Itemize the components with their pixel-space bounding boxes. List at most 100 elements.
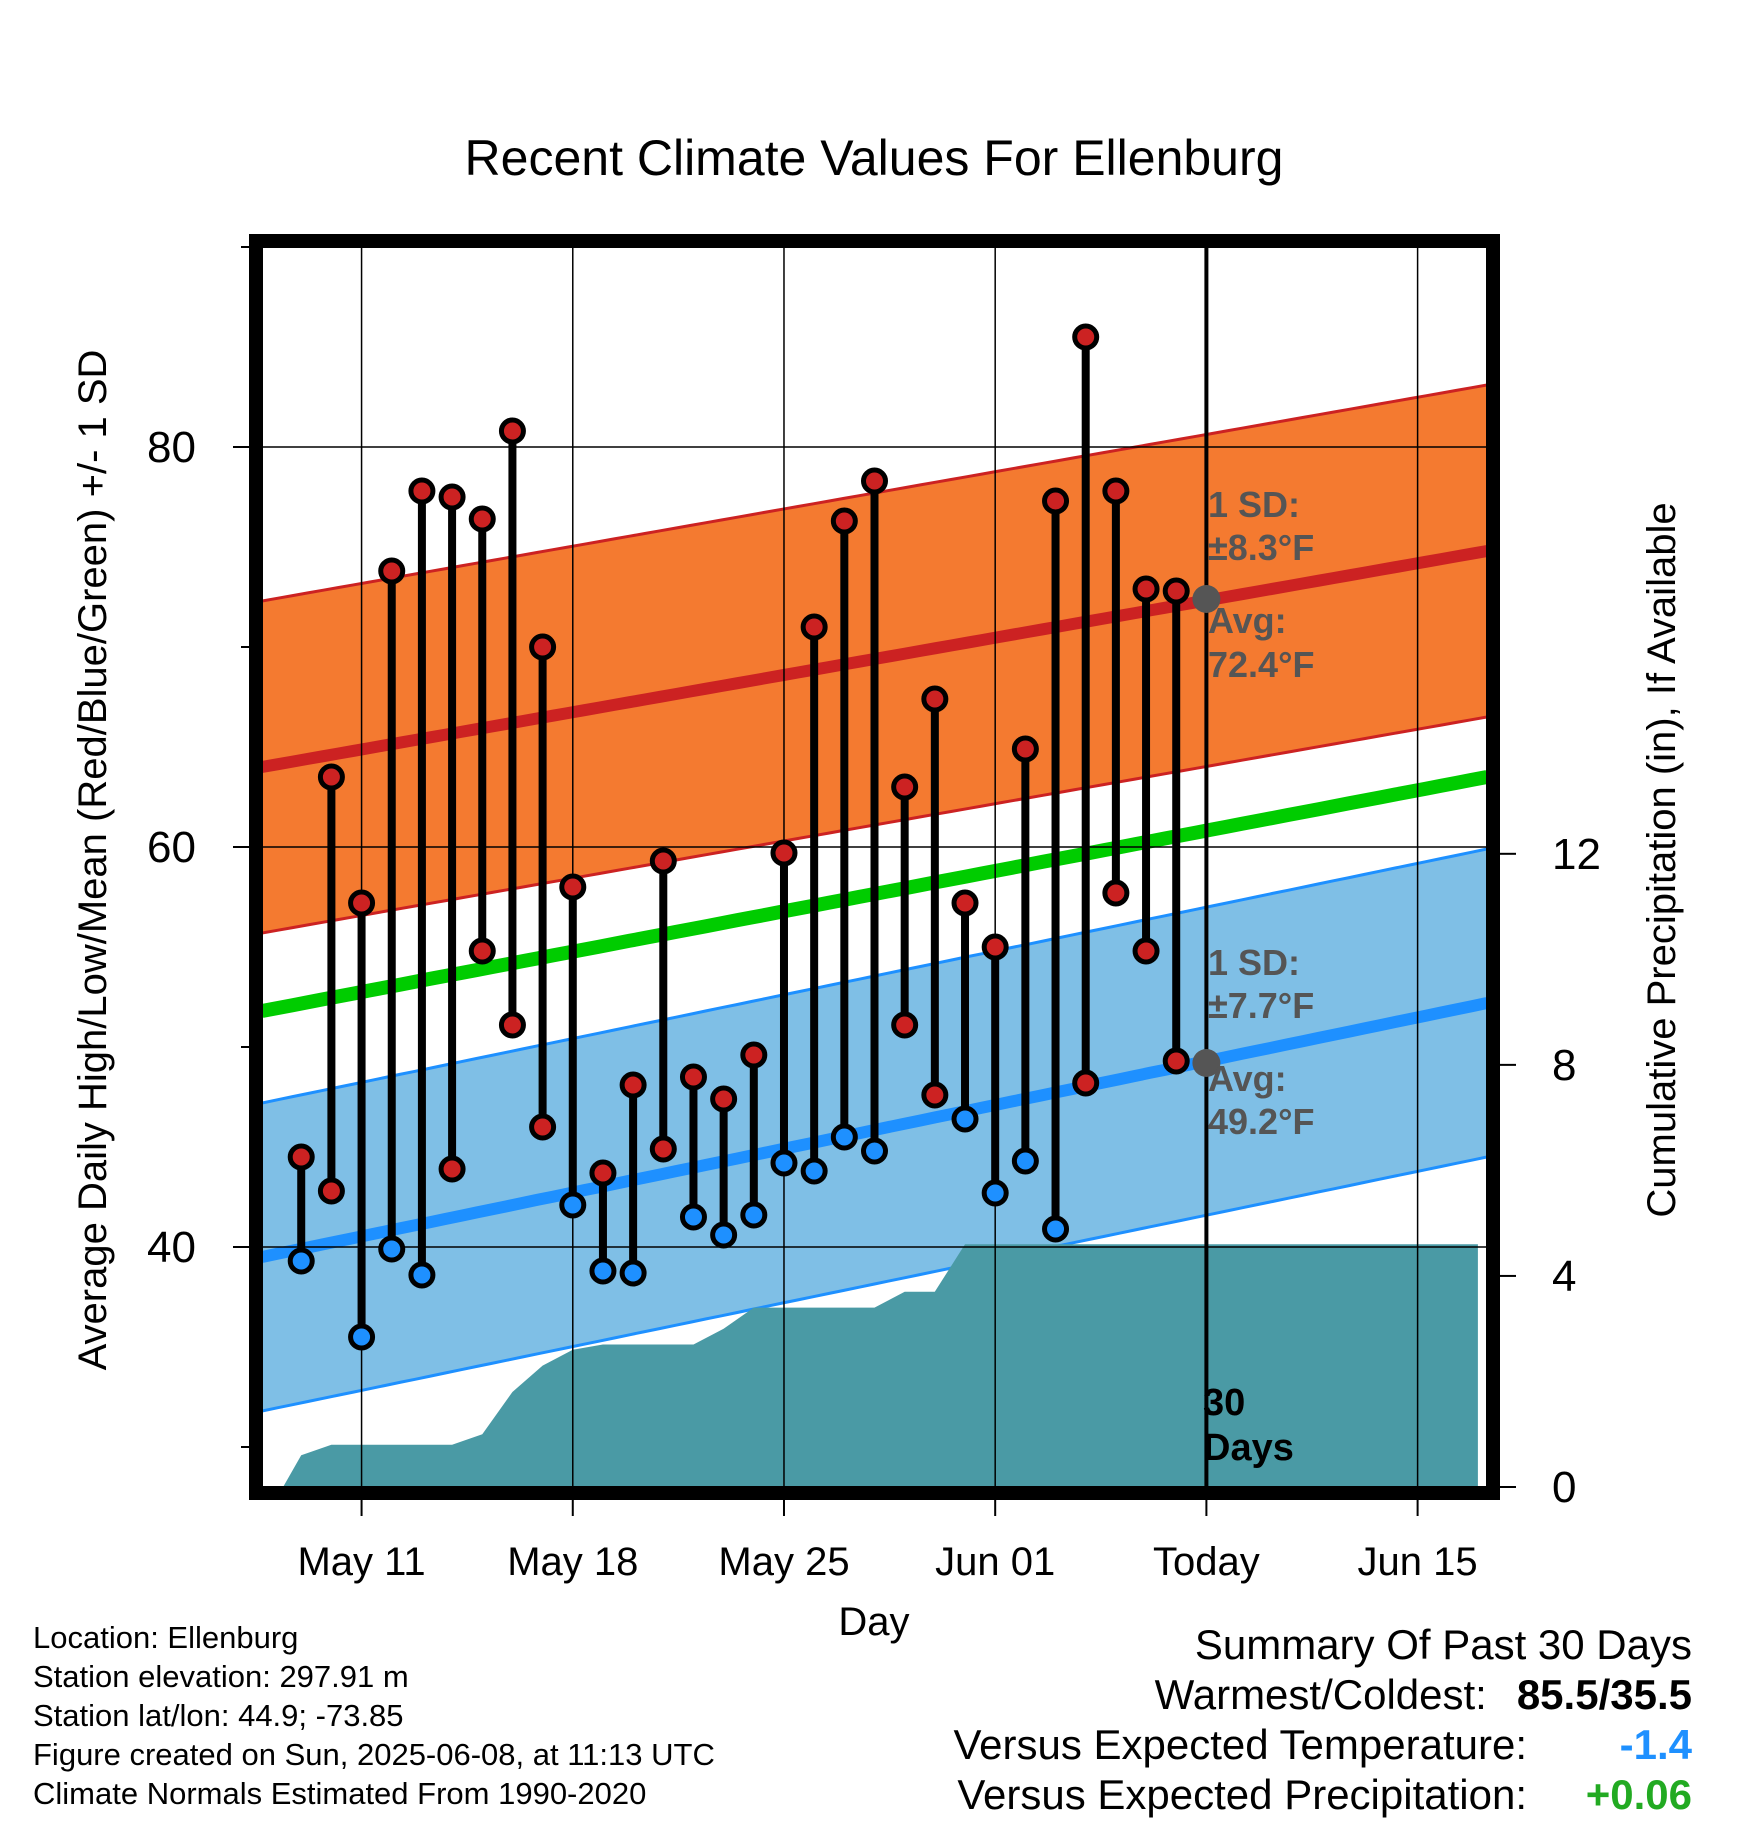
right-tick-label: 4 [1552,1252,1576,1301]
latlon-text: Station lat/lon: 44.9; -73.85 [33,1698,404,1733]
svg-text:30: 30 [1203,1382,1245,1424]
low-marker [348,1323,376,1351]
low-marker [1072,1069,1100,1097]
high-marker [800,613,828,641]
x-axis-label: Day [838,1600,909,1644]
low-marker [861,1137,888,1165]
low-annotation: 1 SD: ±7.7°F Avg: 49.2°F [1208,942,1314,1142]
high-marker [438,483,466,511]
high-marker [1072,323,1100,351]
right-tick-label: 0 [1552,1463,1576,1512]
summary-temp-row: Versus Expected Temperature: -1.4 [792,1720,1692,1770]
low-marker [951,1105,979,1133]
temp-label: Versus Expected Temperature: [953,1721,1527,1768]
low-marker [1102,879,1130,907]
high-marker [348,889,376,917]
svg-text:72.4°F: 72.4°F [1208,644,1314,685]
left-tick-label: 60 [147,823,196,872]
today-high-normal-marker [1192,585,1221,613]
svg-text:Days: Days [1203,1427,1294,1469]
precip-label: Versus Expected Precipitation: [957,1771,1527,1818]
high-marker [559,873,587,901]
plot-frame [249,234,1500,1500]
svg-text:±7.7°F: ±7.7°F [1208,985,1314,1026]
high-marker [921,685,949,713]
low-marker [740,1201,768,1229]
low-marker [800,1157,828,1185]
high-marker [891,773,919,801]
high-marker [1162,577,1190,605]
elevation-text: Station elevation: 297.91 m [33,1659,409,1694]
low-marker [438,1155,466,1183]
high-marker [1011,735,1039,763]
low-marker [498,1011,526,1039]
high-marker [770,839,798,867]
low-marker [830,1123,858,1151]
summary-precip-row: Versus Expected Precipitation: +0.06 [792,1770,1692,1820]
y-axis-label-right: Cumulative Precipitation (in), If Availa… [1640,502,1684,1217]
right-tick-label: 8 [1552,1041,1576,1090]
high-marker [468,505,496,533]
high-annotation: 1 SD: ±8.3°F Avg: 72.4°F [1208,484,1314,685]
low-marker [529,1113,557,1141]
svg-text:1 SD:: 1 SD: [1208,484,1300,525]
high-marker [830,507,858,535]
cumulative-precip-area [283,1244,1478,1487]
high-marker [951,889,979,917]
svg-text:1 SD:: 1 SD: [1208,942,1300,983]
warmest-label: Warmest/Coldest: [1154,1671,1487,1718]
low-marker [679,1203,707,1231]
summary-panel: Summary Of Past 30 Days Warmest/Coldest:… [792,1620,1692,1820]
x-tick-label: Jun 01 [935,1540,1055,1584]
location-text: Location: Ellenburg [33,1620,299,1655]
high-marker [649,847,677,875]
high-marker [378,557,406,585]
chart-title: Recent Climate Values For Ellenburg [465,130,1284,186]
high-marker [1132,575,1160,603]
summary-warmest-row: Warmest/Coldest: 85.5/35.5 [792,1670,1692,1720]
high-marker [619,1071,647,1099]
right-tick-label: 12 [1552,830,1601,879]
high-marker [1042,487,1070,515]
high-marker [317,763,345,791]
high-marker [1102,477,1130,505]
station-info: Location: Ellenburg Station elevation: 2… [33,1618,715,1813]
x-tick-label: May 18 [507,1540,638,1584]
svg-text:Avg:: Avg: [1208,1058,1287,1099]
today-low-normal-marker [1192,1049,1221,1077]
summary-title: Summary Of Past 30 Days [1194,1621,1692,1668]
days-label: 30 Days [1203,1382,1294,1469]
high-marker [498,417,526,445]
low-marker [981,1179,1009,1207]
high-marker [679,1063,707,1091]
low-marker [408,1261,436,1289]
high-marker [589,1159,617,1187]
low-marker [921,1081,949,1109]
low-marker [619,1259,647,1287]
normals-text: Climate Normals Estimated From 1990-2020 [33,1776,647,1811]
right-axis-ticks: 0 4 8 12 [1500,830,1601,1512]
svg-text:Avg:: Avg: [1208,600,1287,641]
low-marker [378,1235,406,1263]
low-marker [1162,1047,1190,1075]
low-marker [1042,1215,1070,1243]
precip-value: +0.06 [1585,1771,1692,1818]
high-marker [981,933,1009,961]
high-marker [861,467,888,495]
high-marker [408,477,436,505]
x-tick-label: Today [1153,1540,1260,1584]
high-marker [529,633,557,661]
y-axis-label-left: Average Daily High/Low/Mean (Red/Blue/Gr… [71,350,115,1371]
low-marker [468,937,496,965]
high-marker [710,1085,738,1113]
low-marker [649,1135,677,1163]
low-marker [589,1257,617,1285]
svg-text:49.2°F: 49.2°F [1208,1101,1314,1142]
low-marker [891,1011,919,1039]
x-tick-label: Jun 15 [1358,1540,1478,1584]
low-marker [770,1149,798,1177]
svg-text:±8.3°F: ±8.3°F [1208,527,1314,568]
warmest-value: 85.5/35.5 [1516,1671,1692,1718]
created-text: Figure created on Sun, 2025-06-08, at 11… [33,1737,715,1772]
temp-value: -1.4 [1619,1721,1692,1768]
